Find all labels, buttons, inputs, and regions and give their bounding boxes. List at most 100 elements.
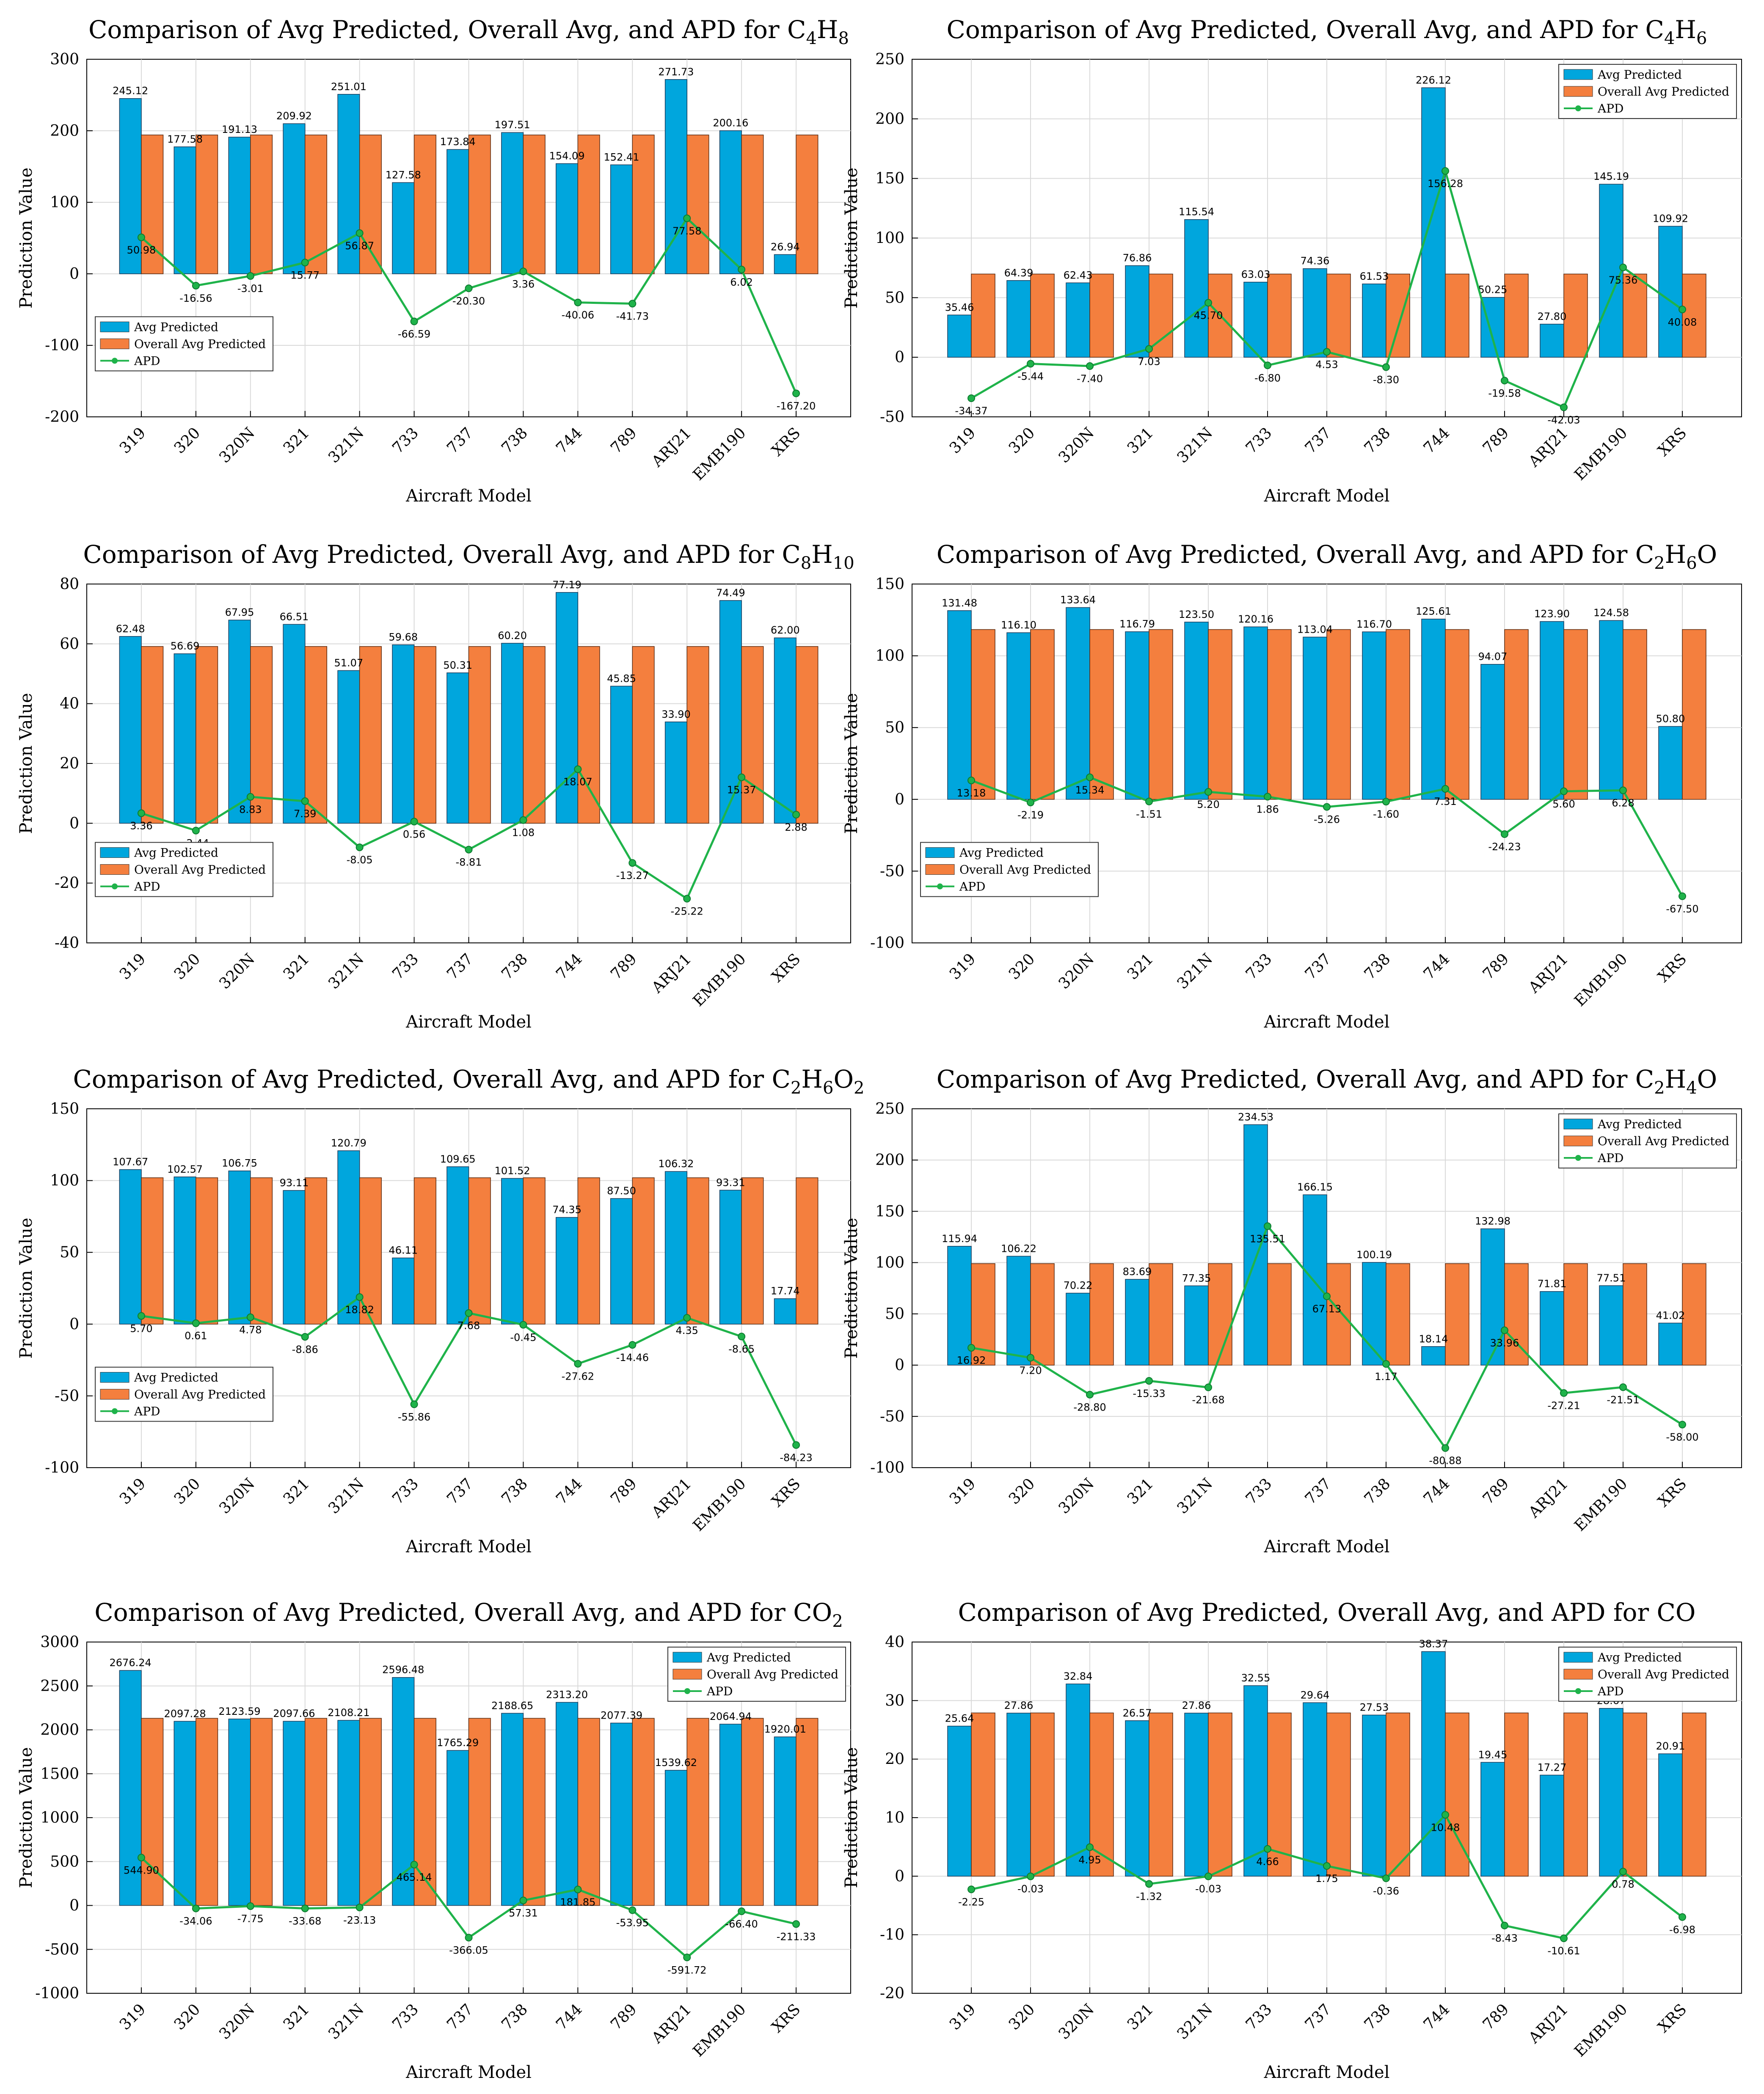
avg-data-label: 251.01 (331, 81, 367, 93)
avg-data-label: 106.32 (658, 1158, 694, 1170)
avg-data-label: 271.73 (658, 66, 694, 78)
x-tick-label: 738 (1361, 2000, 1394, 2033)
avg-data-label: 83.69 (1123, 1266, 1152, 1278)
apd-point (356, 1904, 364, 1912)
y-axis-label: Prediction Value (842, 693, 861, 834)
y-tick-label: 50 (885, 1306, 904, 1323)
bar-overall-avg (359, 1177, 382, 1325)
bar-overall-avg (468, 1718, 491, 1906)
bar-overall-avg (741, 135, 764, 274)
chart-2: -50 0 50 100 150 200 250 35.46 64.39 62.43 76.86 11… (842, 15, 1742, 506)
x-tick-label: ARJ21 (648, 950, 695, 997)
legend-label: APD (134, 354, 160, 368)
apd-point (1501, 830, 1508, 838)
bar-avg-predicted (1540, 1291, 1564, 1366)
bar-avg-predicted (228, 137, 251, 274)
apd-data-label: 15.77 (290, 269, 320, 281)
avg-data-label: 191.13 (222, 124, 257, 135)
apd-point (738, 1907, 746, 1915)
apd-point (1323, 348, 1331, 356)
apd-data-label: 57.31 (509, 1907, 538, 1919)
apd-data-label: -7.75 (237, 1913, 264, 1925)
y-tick-label: 50 (885, 719, 904, 736)
x-tick-label: 320N (216, 2000, 258, 2043)
legend-swatch (100, 847, 130, 858)
y-tick-label: 80 (60, 576, 79, 593)
bar-avg-predicted (1125, 1720, 1149, 1877)
bar-avg-predicted (337, 1150, 360, 1325)
x-tick-label: 737 (1302, 424, 1335, 457)
apd-point (967, 777, 975, 785)
y-tick-label: 250 (875, 51, 904, 68)
x-tick-label: EMB190 (1571, 950, 1631, 1010)
apd-point (1501, 377, 1508, 385)
legend-swatch (673, 1669, 702, 1680)
bar-overall-avg (1149, 1263, 1173, 1366)
y-tick-label: 100 (875, 1254, 904, 1271)
apd-data-label: -16.56 (179, 292, 212, 304)
x-tick-label: 789 (1480, 2000, 1513, 2033)
bar-overall-avg (523, 1718, 546, 1906)
avg-data-label: 64.39 (1004, 267, 1034, 279)
x-tick-label: EMB190 (690, 1475, 750, 1535)
apd-point (628, 1906, 637, 1914)
x-tick-label: 733 (1243, 2000, 1276, 2033)
legend-label: Avg Predicted (959, 846, 1044, 860)
y-tick-label: -100 (45, 337, 79, 354)
avg-data-label: 2596.48 (382, 1664, 424, 1676)
y-axis-label: Prediction Value (842, 1747, 861, 1888)
bar-overall-avg (250, 646, 273, 824)
bar-overall-avg (1504, 1263, 1529, 1366)
apd-point (1442, 1444, 1449, 1452)
avg-data-label: 93.31 (716, 1176, 745, 1188)
bar-avg-predicted (174, 653, 196, 824)
apd-point (1027, 360, 1034, 368)
bar-overall-avg (741, 1718, 764, 1906)
bar-avg-predicted (174, 1721, 196, 1906)
bar-overall-avg (1623, 273, 1647, 358)
apd-point (410, 317, 418, 325)
legend-label: Overall Avg Predicted (1598, 1134, 1729, 1148)
bar-overall-avg (1563, 629, 1588, 800)
bar-overall-avg (1208, 629, 1232, 800)
bar-overall-avg (1504, 629, 1529, 800)
apd-point (1619, 263, 1627, 271)
x-tick-label: 319 (946, 2000, 979, 2033)
chart-title: Comparison of Avg Predicted, Overall Avg… (937, 1065, 1717, 1098)
y-tick-label: 0 (69, 1316, 79, 1333)
avg-data-label: 74.36 (1301, 255, 1330, 267)
avg-data-label: 29.64 (1301, 1689, 1330, 1701)
bar-overall-avg (359, 646, 382, 824)
apd-data-label: -10.61 (1547, 1945, 1580, 1957)
bar-overall-avg (1445, 273, 1469, 358)
apd-point (137, 1854, 145, 1862)
x-tick-label: 789 (607, 2000, 640, 2033)
bar-avg-predicted (1480, 1228, 1505, 1366)
bar-avg-predicted (719, 1190, 742, 1325)
bar-overall-avg (413, 135, 436, 274)
apd-point (356, 1293, 364, 1301)
legend-label: Overall Avg Predicted (134, 1388, 266, 1402)
apd-point (1204, 788, 1212, 796)
avg-data-label: 50.31 (443, 659, 472, 671)
legend: Avg Predicted Overall Avg Predicted APD (667, 1647, 846, 1702)
apd-point (1560, 787, 1568, 795)
avg-data-label: 2313.20 (546, 1689, 588, 1701)
bar-avg-predicted (1066, 1292, 1090, 1366)
avg-data-label: 50.80 (1656, 713, 1685, 725)
legend-label: Avg Predicted (134, 320, 218, 334)
apd-point (628, 859, 637, 867)
chart-8: -20 -10 0 10 20 30 40 25.64 27.86 32.84 26.57 27.86… (842, 1598, 1742, 2082)
bar-overall-avg (523, 135, 546, 274)
bar-overall-avg (1445, 629, 1469, 800)
apd-point (246, 1902, 254, 1910)
x-tick-label: ARJ21 (1525, 1475, 1572, 1521)
x-tick-label: 737 (1302, 1475, 1335, 1508)
bar-avg-predicted (556, 1702, 579, 1906)
x-tick-label: 744 (1420, 424, 1453, 457)
apd-point (1442, 1811, 1449, 1819)
x-tick-label: 789 (607, 1475, 640, 1508)
x-tick-label: 789 (607, 424, 640, 457)
y-tick-label: -50 (55, 1387, 79, 1405)
